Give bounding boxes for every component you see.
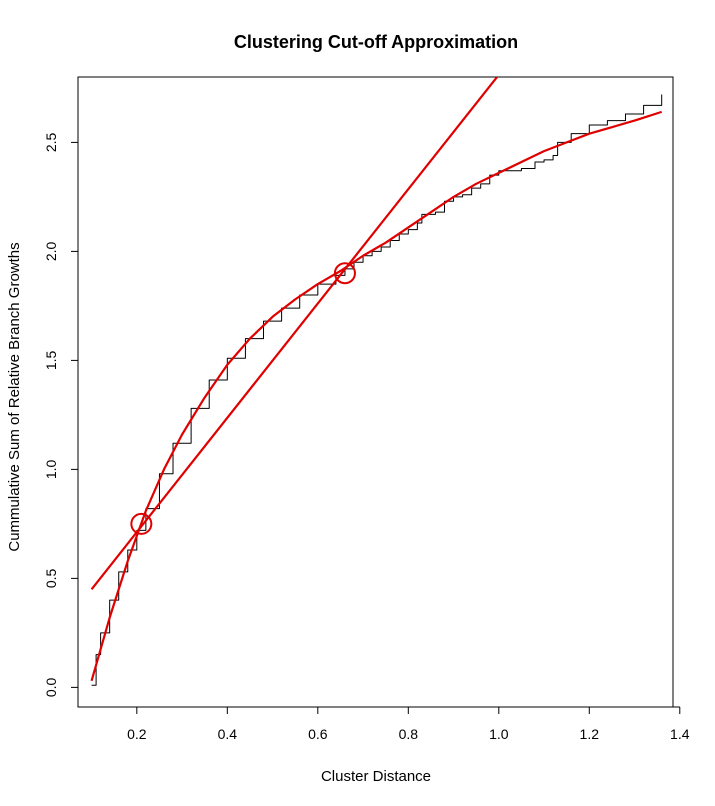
intersection-point — [130, 512, 153, 535]
points-layer — [130, 262, 356, 535]
x-tick-label: 1.4 — [670, 726, 690, 742]
y-tick-label: 0.0 — [43, 677, 59, 697]
y-axis: 0.0 0.5 1.0 1.5 2.0 2.5 — [43, 132, 79, 697]
series-fit-curve-line — [90, 110, 663, 682]
series-step-line — [91, 94, 663, 686]
y-tick-label: 0.5 — [43, 568, 59, 588]
x-tick-label: 0.8 — [399, 726, 419, 742]
y-tick-label: 1.0 — [43, 459, 59, 479]
y-tick-label: 2.0 — [43, 241, 59, 261]
y-axis-label: Cummulative Sum of Relative Branch Growt… — [6, 242, 23, 551]
series-tangent-line-line — [90, 77, 499, 590]
chart-title: Clustering Cut-off Approximation — [234, 32, 518, 52]
plot-area-frame — [77, 76, 674, 708]
x-tick-label: 0.4 — [218, 726, 238, 742]
y-tick-label: 1.5 — [43, 350, 59, 370]
x-tick-label: 0.6 — [308, 726, 328, 742]
x-tick-label: 1.0 — [489, 726, 509, 742]
x-tick-label: 1.2 — [580, 726, 600, 742]
x-tick-label: 0.2 — [127, 726, 147, 742]
x-axis-label: Cluster Distance — [321, 768, 431, 785]
y-tick-label: 2.5 — [43, 132, 59, 152]
series-layer — [90, 77, 663, 686]
intersection-point — [333, 262, 356, 285]
x-axis: 0.2 0.4 0.6 0.8 1.0 1.2 1.4 — [127, 706, 690, 742]
